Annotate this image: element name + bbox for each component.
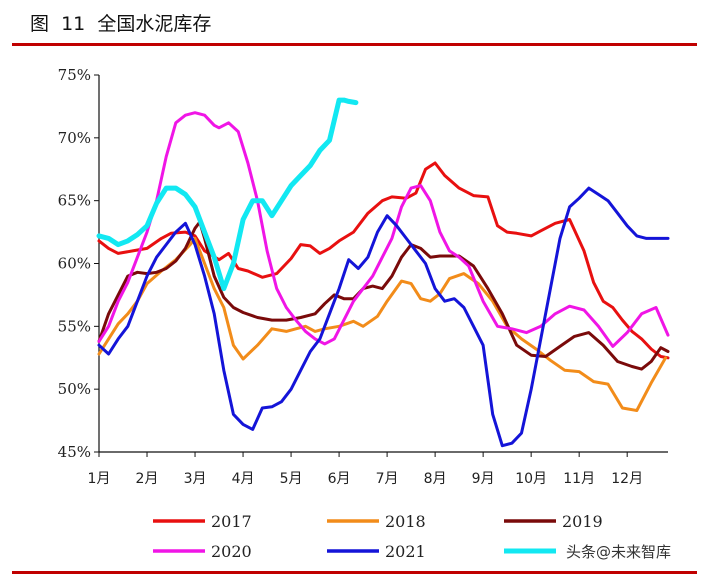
legend: 2017 2018 2019 2020 2021 [153,512,603,561]
x-tick-label: 6月 [328,471,351,487]
series-line-2019 [97,220,670,371]
series-line-2018 [97,236,668,412]
x-tick-label: 8月 [424,471,447,487]
figure-title: 图 11 全国水泥库存 [30,13,212,35]
x-tick-label: 4月 [232,471,255,487]
x-tick-label: 9月 [472,471,495,487]
x-tick-label: 11月 [563,471,595,487]
legend-label-2017: 2017 [211,512,252,531]
y-tick-label: 60% [58,255,91,273]
series-lines [96,97,670,448]
y-axis: 45% 50% 55% 60% 65% 70% 75% [58,66,100,461]
x-tick-label: 12月 [611,471,643,487]
y-tick-label: 65% [58,192,91,210]
legend-label-2020: 2020 [211,542,252,561]
x-tick-label: 2月 [136,471,159,487]
series-line-2017 [97,161,670,360]
legend-label-2019: 2019 [562,512,603,531]
y-tick-label: 45% [58,443,91,461]
title-bar: 图 11 全国水泥库存 [0,0,709,44]
x-tick-label: 1月 [88,471,111,487]
x-tick-label: 7月 [376,471,399,487]
series-line-2022 [96,97,359,292]
x-tick-label: 10月 [515,471,547,487]
bottom-rule [12,571,697,574]
legend-label-2018: 2018 [385,512,426,531]
series-line-2021 [97,186,670,448]
watermark-text: 头条@未来智库 [566,543,671,561]
x-axis: 1月 2月 3月 4月 5月 6月 7月 8月 9月 10月 11月 12月 [88,451,668,487]
x-tick-label: 3月 [184,471,207,487]
legend-label-2021: 2021 [385,542,426,561]
series-line-2020 [97,111,670,348]
y-tick-label: 55% [58,317,91,335]
y-tick-label: 50% [58,380,91,398]
x-tick-label: 5月 [280,471,303,487]
title-rule [12,43,697,46]
y-tick-label: 75% [58,66,91,84]
y-tick-label: 70% [58,129,91,147]
